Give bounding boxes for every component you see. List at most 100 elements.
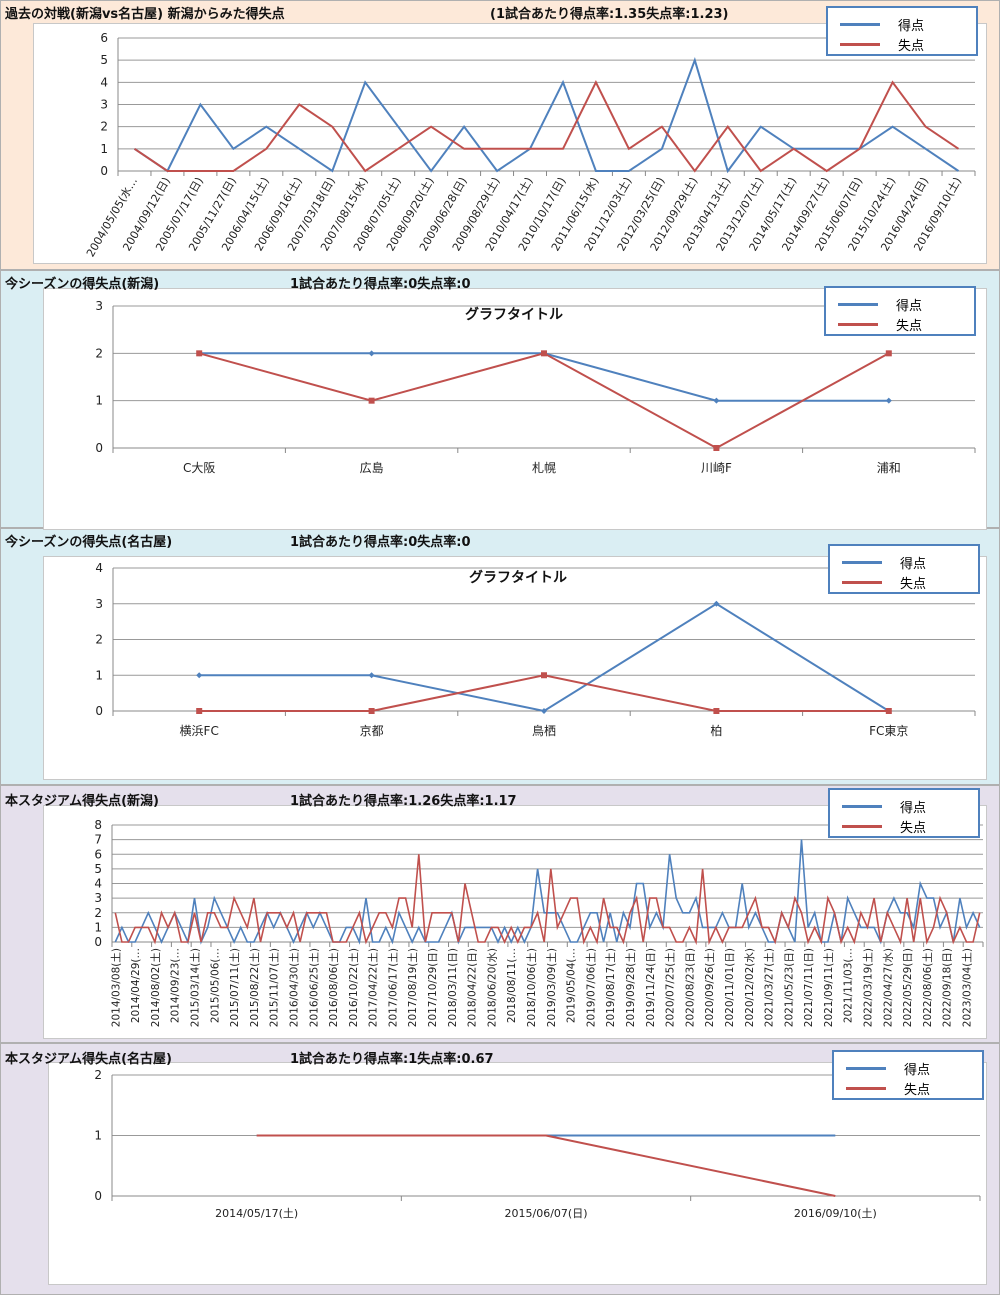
legend-swatch-score <box>846 1067 886 1070</box>
x-tick-label: 2016/08/06(土) <box>327 948 340 1027</box>
panel-title: 本スタジアム得失点(新潟) <box>5 794 159 809</box>
data-point-score <box>196 672 203 679</box>
x-tick-label: 2015/08/22(土) <box>248 948 261 1027</box>
legend-label-concede: 失点 <box>896 319 923 334</box>
x-tick-label: 2016/09/10(土) <box>794 1207 877 1220</box>
x-tick-label: FC東京 <box>869 724 908 738</box>
chart-legend: 得点 失点 <box>832 1050 984 1100</box>
x-tick-label: 2019/03/09(土) <box>545 948 558 1027</box>
chart-legend: 得点 失点 <box>826 6 978 56</box>
y-tick-label: 1 <box>95 668 103 682</box>
x-tick-label: 2016/10/22(土) <box>347 948 360 1027</box>
legend-label-score: 得点 <box>900 801 927 816</box>
y-tick-label: 5 <box>100 53 108 67</box>
series-line-score <box>199 352 889 402</box>
x-tick-label: 2022/05/29(日) <box>902 948 914 1027</box>
x-tick-label: 鳥栖 <box>532 723 556 738</box>
x-tick-label: 2018/03/11(日) <box>447 948 459 1027</box>
x-tick-label: 2016/06/25(土) <box>307 948 320 1027</box>
panel-rate: 1試合あたり得点率:1.26失点率:1.17 <box>290 794 517 809</box>
y-tick-label: 2 <box>100 120 108 134</box>
data-point-concede <box>713 445 720 451</box>
y-tick-label: 2 <box>94 1068 102 1082</box>
series-line-score <box>199 602 890 713</box>
x-tick-label: 札幌 <box>532 460 556 475</box>
x-tick-label: 2015/05/06(… <box>209 948 221 1023</box>
x-tick-label: 2014/08/02(土) <box>149 948 162 1027</box>
x-tick-label: 2015/11/07(土) <box>268 948 281 1027</box>
y-tick-label: 8 <box>94 818 102 832</box>
chart-title: グラフタイトル <box>469 569 567 586</box>
legend-label-concede: 失点 <box>904 1083 931 1098</box>
x-tick-label: 2018/10/06(土) <box>525 948 538 1027</box>
x-tick-label: 2018/04/22(日) <box>467 948 479 1027</box>
x-tick-label: 2015/06/07(日) <box>505 1207 588 1220</box>
chart-area-5 <box>48 1062 987 1285</box>
y-tick-label: 3 <box>100 98 108 112</box>
x-tick-label: 2019/09/28(土) <box>624 948 637 1027</box>
y-tick-label: 0 <box>95 441 103 455</box>
x-tick-label: 2020/07/25(土) <box>664 948 677 1027</box>
data-point-concede <box>196 708 203 714</box>
y-tick-label: 7 <box>94 833 102 847</box>
x-tick-label: 2018/06/20(水) <box>486 948 498 1027</box>
panel-title: 過去の対戦(新潟vs名古屋) 新潟からみた得失点 <box>5 7 285 22</box>
legend-swatch-score <box>838 303 878 306</box>
x-tick-label: 2014/04/29(… <box>130 948 142 1023</box>
y-tick-label: 3 <box>95 299 103 313</box>
y-tick-label: 5 <box>94 862 102 876</box>
panel-rate: (1試合あたり得点率:1.35失点率:1.23) <box>490 7 729 22</box>
legend-swatch-score <box>842 805 882 808</box>
x-tick-label: 柏 <box>710 723 722 738</box>
series-line-concede <box>199 674 889 712</box>
chart-legend: 得点 失点 <box>824 286 976 336</box>
legend-label-score: 得点 <box>896 299 923 314</box>
legend-swatch-concede <box>840 43 880 46</box>
legend-swatch-score <box>840 23 880 26</box>
x-tick-label: 2017/04/22(土) <box>367 948 380 1027</box>
y-tick-label: 2 <box>95 633 103 647</box>
y-tick-label: 4 <box>94 877 102 891</box>
x-tick-label: 2017/08/19(土) <box>406 948 419 1027</box>
legend-label-concede: 失点 <box>900 577 927 592</box>
x-tick-label: 2014/03/08(土) <box>109 948 122 1027</box>
chart-legend: 得点 失点 <box>828 788 980 838</box>
panel-title: 今シーズンの得失点(新潟) <box>5 277 160 292</box>
x-tick-label: 2019/07/06(土) <box>584 948 597 1027</box>
x-tick-label: 2019/08/17(土) <box>604 948 617 1027</box>
data-point-concede <box>368 397 375 404</box>
panel-title: 今シーズンの得失点(名古屋) <box>5 535 173 550</box>
x-tick-label: 2014/05/17(土) <box>215 1207 298 1220</box>
x-tick-label: 2019/11/24(日) <box>645 948 657 1027</box>
panel-rate: 1試合あたり得点率:0失点率:0 <box>290 277 471 292</box>
data-point-concede <box>368 708 375 714</box>
panel-rate: 1試合あたり得点率:0失点率:0 <box>290 535 471 550</box>
x-tick-label: 2015/03/14(土) <box>188 948 201 1027</box>
series-line-concede <box>256 1134 836 1197</box>
y-tick-label: 1 <box>95 394 103 408</box>
y-tick-label: 1 <box>94 920 102 934</box>
y-tick-label: 0 <box>100 164 108 178</box>
x-tick-label: 広島 <box>360 460 384 475</box>
x-tick-label: 横浜FC <box>180 724 219 738</box>
x-tick-label: 2021/11/03(… <box>843 948 855 1023</box>
y-tick-label: 3 <box>94 891 102 905</box>
data-point-concede <box>541 350 547 357</box>
y-tick-label: 1 <box>100 142 108 156</box>
y-tick-label: 2 <box>94 906 102 920</box>
x-tick-label: 2015/07/11(土) <box>228 948 241 1027</box>
legend-swatch-concede <box>846 1087 886 1090</box>
x-tick-label: 2022/04/27(水) <box>882 948 894 1027</box>
x-tick-label: 2022/09/18(日) <box>942 948 954 1027</box>
x-tick-label: 2022/08/06(土) <box>921 948 934 1027</box>
x-tick-label: C大阪 <box>183 461 215 475</box>
data-point-score <box>713 600 720 607</box>
x-tick-label: 2020/09/26(土) <box>703 948 716 1027</box>
y-tick-label: 4 <box>95 561 103 575</box>
legend-swatch-score <box>842 561 882 564</box>
legend-label-score: 得点 <box>898 19 925 34</box>
legend-label-concede: 失点 <box>900 821 927 836</box>
y-tick-label: 6 <box>94 847 102 861</box>
series-line-concede <box>114 854 981 946</box>
panel-title: 本スタジアム得失点(名古屋) <box>5 1052 172 1067</box>
